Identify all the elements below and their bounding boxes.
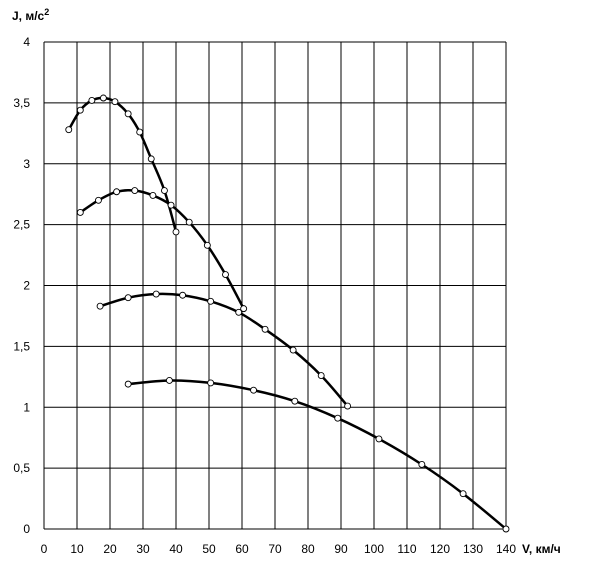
series-1-point bbox=[111, 98, 119, 106]
x-tick-label: 40 bbox=[169, 542, 183, 556]
x-tick-label: 70 bbox=[268, 542, 282, 556]
series-1-point bbox=[147, 155, 155, 163]
y-axis-label-text: J, м/с bbox=[12, 9, 45, 23]
series-2-point bbox=[167, 201, 175, 209]
y-tick-label: 1 bbox=[23, 400, 30, 414]
series-2-point bbox=[203, 241, 211, 249]
x-tick-label: 60 bbox=[235, 542, 249, 556]
series-3-point bbox=[344, 402, 352, 410]
y-tick-label: 0,5 bbox=[13, 461, 30, 475]
series-3-point bbox=[179, 291, 187, 299]
series-1-point bbox=[88, 96, 96, 104]
series-3-point bbox=[207, 297, 215, 305]
y-axis-label-superscript: 2 bbox=[44, 7, 49, 17]
x-tick-label: 0 bbox=[41, 542, 48, 556]
y-tick-label: 1,5 bbox=[13, 339, 30, 353]
series-4-point bbox=[250, 386, 258, 394]
series-4-point bbox=[291, 397, 299, 405]
series-2-point bbox=[149, 191, 157, 199]
series-2-point bbox=[76, 208, 84, 216]
y-axis-label: J, м/с2 bbox=[12, 7, 49, 23]
y-tick-label: 2 bbox=[23, 279, 30, 293]
series-3-point bbox=[124, 294, 132, 302]
series-2-point bbox=[240, 305, 248, 313]
series-4-point bbox=[165, 377, 173, 384]
x-tick-label: 50 bbox=[202, 542, 216, 556]
x-tick-label: 140 bbox=[496, 542, 516, 556]
series-1-point bbox=[99, 94, 107, 102]
y-tick-label: 2,5 bbox=[13, 218, 30, 232]
series-3-point bbox=[96, 302, 104, 310]
y-tick-label: 3 bbox=[23, 157, 30, 171]
series-4-point bbox=[375, 435, 383, 443]
x-tick-label: 90 bbox=[334, 542, 348, 556]
series-4-point bbox=[459, 490, 467, 498]
series bbox=[65, 94, 510, 533]
series-3-point bbox=[289, 346, 297, 354]
series-line-4 bbox=[127, 379, 507, 530]
series-1-point bbox=[172, 228, 180, 236]
series-3-point bbox=[235, 308, 243, 316]
tick-labels: 0 10 20 30 40 50 60 70 80 90 100 110 120 130 140 0 0,5 1 1… bbox=[13, 35, 516, 556]
x-tick-label: 120 bbox=[430, 542, 450, 556]
x-tick-label: 20 bbox=[103, 542, 117, 556]
series-3-point bbox=[317, 372, 325, 380]
x-tick-label: 10 bbox=[70, 542, 84, 556]
y-tick-label: 3,5 bbox=[13, 96, 30, 110]
series-2-point bbox=[131, 187, 139, 194]
series-1-point bbox=[124, 110, 132, 118]
series-4-point bbox=[124, 380, 132, 388]
series-line-1 bbox=[67, 96, 178, 233]
series-2-point bbox=[222, 271, 229, 278]
series-4-point bbox=[502, 525, 510, 533]
series-3-point bbox=[152, 290, 160, 298]
y-tick-label: 0 bbox=[23, 522, 30, 536]
x-tick-label: 110 bbox=[397, 542, 416, 556]
series-1-point bbox=[65, 126, 73, 134]
y-tick-label: 4 bbox=[23, 35, 30, 49]
series-3-point bbox=[261, 325, 269, 333]
series-2-point bbox=[94, 196, 102, 204]
x-tick-label: 30 bbox=[136, 542, 150, 556]
series-4-point bbox=[334, 414, 342, 422]
x-tick-label: 130 bbox=[463, 542, 483, 556]
series-2-point bbox=[113, 188, 121, 196]
series-4-point bbox=[207, 379, 215, 387]
series-line-2 bbox=[79, 188, 245, 310]
x-tick-label: 100 bbox=[364, 542, 384, 556]
x-axis-label: V, км/ч bbox=[522, 542, 561, 556]
series-4-point bbox=[418, 461, 426, 468]
series-line-3 bbox=[99, 292, 349, 407]
series-2-point bbox=[185, 218, 193, 226]
series-1-point bbox=[76, 106, 84, 114]
x-tick-label: 80 bbox=[301, 542, 315, 556]
grid bbox=[43, 41, 507, 530]
series-1-point bbox=[160, 187, 168, 194]
series-1-point bbox=[136, 128, 144, 136]
